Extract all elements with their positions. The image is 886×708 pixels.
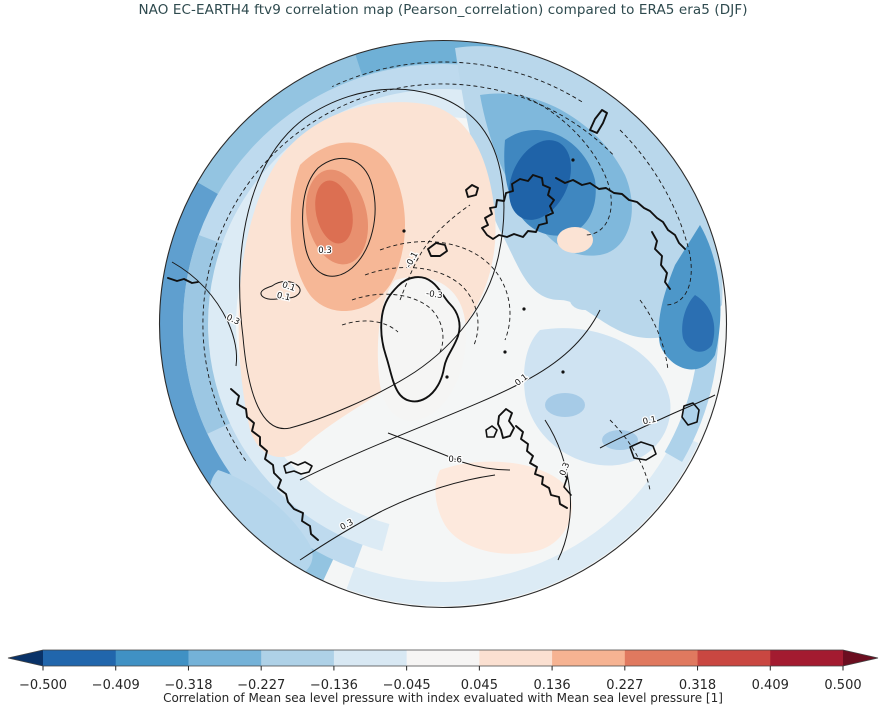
colorbar-segment: [261, 650, 335, 666]
colorbar-tick-label: −0.318: [164, 678, 212, 692]
colorbar-tick-label: 0.500: [824, 678, 861, 692]
colorbar-tick-label: −0.500: [19, 678, 67, 692]
polar-map: 0.3 -0.10.10.10.3-0.30.10.60.30.10.3: [158, 39, 728, 609]
contour-label: -0.3: [425, 289, 443, 301]
colorbar-segment: [479, 650, 553, 666]
colorbar-segment: [406, 650, 480, 666]
fill-regions: [159, 40, 727, 608]
colorbar-over-arrow: [843, 650, 878, 666]
colorbar-tick-label: −0.136: [310, 678, 358, 692]
colorbar-segment: [188, 650, 262, 666]
colorbar-segment: [624, 650, 698, 666]
colorbar-tick-label: 0.045: [461, 678, 498, 692]
colorbar-segment: [770, 650, 844, 666]
contour-label: 0.1: [276, 291, 291, 304]
map-boundary: [158, 39, 728, 609]
colorbar: −0.500 −0.409 −0.318 −0.227 −0.136 −0.045 0.04…: [7, 649, 879, 692]
colorbar-segment: [43, 650, 117, 666]
colorbar-tick-label: −0.045: [383, 678, 431, 692]
figure-title: NAO EC-EARTH4 ftv9 correlation map (Pear…: [138, 2, 748, 18]
contour-label: 0.6: [448, 455, 462, 466]
colorbar-tick-label: 0.227: [606, 678, 643, 692]
contour-lines-solid: [171, 88, 716, 561]
colorbar-tick-label: −0.227: [237, 678, 285, 692]
colorbar-segment: [115, 650, 189, 666]
colorbar-label: Correlation of Mean sea level pressure w…: [163, 691, 723, 705]
small-islands: [402, 158, 575, 379]
colorbar-tick-label: 0.136: [533, 678, 570, 692]
contour-label: 0.1: [642, 415, 657, 428]
colorbar-tick-label: 0.409: [752, 678, 789, 692]
colorbar-segment: [552, 650, 626, 666]
coastlines: [167, 109, 700, 541]
colorbar-tick-label: 0.318: [679, 678, 716, 692]
contour-lines-dashed: [202, 61, 692, 491]
colorbar-tick-label: −0.409: [92, 678, 140, 692]
colorbar-segment: [697, 650, 771, 666]
colorbar-under-arrow: [8, 650, 43, 666]
colorbar-segment: [333, 650, 408, 666]
contour-label: 0.3: [318, 246, 332, 256]
